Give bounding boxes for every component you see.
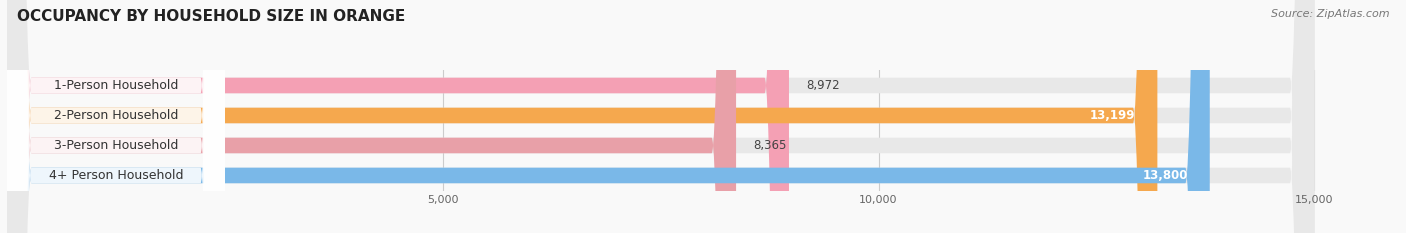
FancyBboxPatch shape (7, 0, 1315, 233)
FancyBboxPatch shape (7, 0, 1315, 233)
FancyBboxPatch shape (7, 0, 1209, 233)
Text: 1-Person Household: 1-Person Household (53, 79, 179, 92)
Text: Source: ZipAtlas.com: Source: ZipAtlas.com (1271, 9, 1389, 19)
FancyBboxPatch shape (7, 0, 225, 233)
FancyBboxPatch shape (7, 0, 225, 233)
Text: 2-Person Household: 2-Person Household (53, 109, 179, 122)
FancyBboxPatch shape (7, 0, 737, 233)
FancyBboxPatch shape (7, 0, 1315, 233)
FancyBboxPatch shape (7, 0, 225, 233)
FancyBboxPatch shape (7, 0, 1315, 233)
Text: 3-Person Household: 3-Person Household (53, 139, 179, 152)
Text: 13,800: 13,800 (1143, 169, 1188, 182)
Text: 8,972: 8,972 (807, 79, 839, 92)
FancyBboxPatch shape (7, 0, 789, 233)
FancyBboxPatch shape (7, 0, 1157, 233)
Text: 13,199: 13,199 (1090, 109, 1136, 122)
Text: 8,365: 8,365 (754, 139, 787, 152)
Text: 4+ Person Household: 4+ Person Household (49, 169, 183, 182)
FancyBboxPatch shape (7, 0, 225, 233)
Text: OCCUPANCY BY HOUSEHOLD SIZE IN ORANGE: OCCUPANCY BY HOUSEHOLD SIZE IN ORANGE (17, 9, 405, 24)
